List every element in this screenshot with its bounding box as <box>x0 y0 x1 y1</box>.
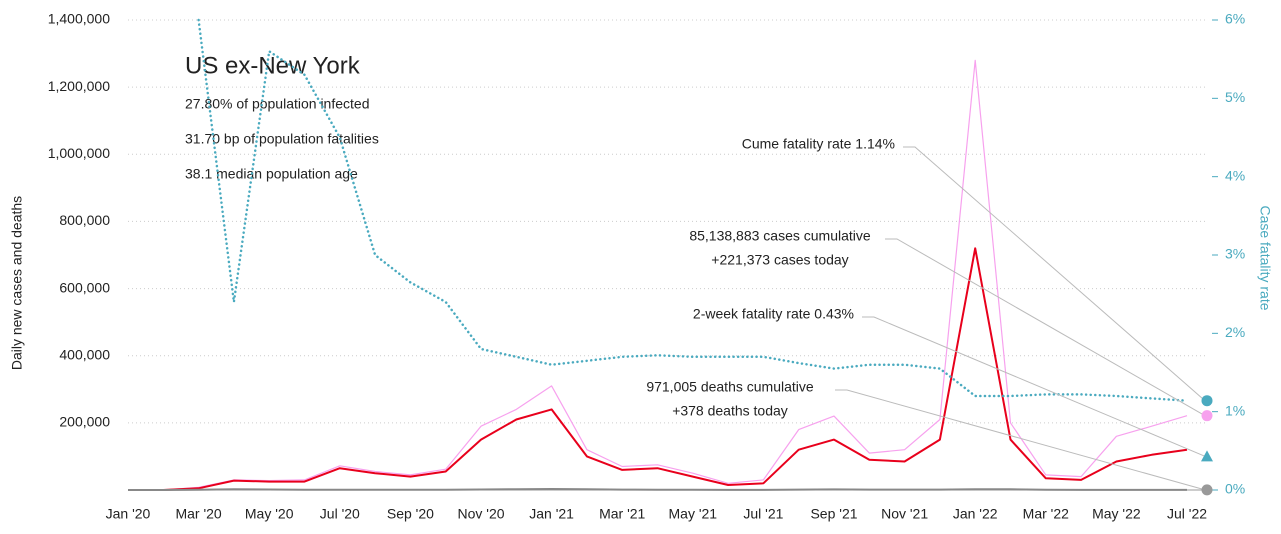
series-line <box>197 18 1189 402</box>
y-tick-label: 800,000 <box>59 212 110 228</box>
x-tick-label: Jan '20 <box>106 506 151 522</box>
x-tick-label: Jan '21 <box>529 506 574 522</box>
x-tick-label: Jan '22 <box>953 506 998 522</box>
y2-tick-label: 2% <box>1225 324 1245 340</box>
x-tick-label: May '22 <box>1092 506 1141 522</box>
end-marker <box>1201 395 1213 407</box>
leader-line <box>903 146 1206 402</box>
y2-axis-title: Case fatality rate <box>1257 205 1273 310</box>
annotation-text: +378 deaths today <box>672 403 788 419</box>
note: 31.70 bp of population fatalities <box>185 131 379 147</box>
y2-tick-label: 6% <box>1225 11 1245 27</box>
series-line <box>128 488 1187 491</box>
series-line <box>128 247 1188 491</box>
x-tick-label: Sep '21 <box>810 506 857 522</box>
x-tick-label: Mar '22 <box>1023 506 1069 522</box>
y-axis-title: Daily new cases and deaths <box>9 196 25 370</box>
annotation-text: 971,005 deaths cumulative <box>646 379 814 395</box>
leader-line <box>862 316 1206 457</box>
end-marker <box>1201 450 1213 462</box>
x-tick-label: Mar '21 <box>599 506 645 522</box>
x-tick-label: Mar '20 <box>175 506 221 522</box>
x-tick-label: Nov '20 <box>457 506 504 522</box>
x-tick-label: May '20 <box>245 506 294 522</box>
annotation-text: 85,138,883 cases cumulative <box>689 228 871 244</box>
x-tick-label: Sep '20 <box>387 506 434 522</box>
y2-tick-label: 4% <box>1225 167 1245 183</box>
y-tick-label: 200,000 <box>59 414 110 430</box>
x-tick-label: Jul '22 <box>1167 506 1207 522</box>
series-line <box>128 59 1188 491</box>
end-marker <box>1201 410 1213 422</box>
annotation-text: +221,373 cases today <box>711 252 848 268</box>
chart-title: US ex-New York <box>185 52 361 79</box>
note: 38.1 median population age <box>185 166 358 182</box>
y2-tick-label: 0% <box>1225 481 1245 497</box>
x-tick-label: Jul '20 <box>320 506 360 522</box>
leader-line <box>835 389 1206 491</box>
y-tick-label: 1,000,000 <box>48 145 110 161</box>
leader-line <box>885 238 1206 417</box>
annotation-text: 2-week fatality rate 0.43% <box>693 306 854 322</box>
note: 27.80% of population infected <box>185 96 369 112</box>
annotation-text: Cume fatality rate 1.14% <box>742 136 895 152</box>
x-tick-label: May '21 <box>669 506 718 522</box>
y2-tick-label: 1% <box>1225 402 1245 418</box>
y-tick-label: 1,200,000 <box>48 78 110 94</box>
y2-tick-label: 3% <box>1225 246 1245 262</box>
x-tick-label: Jul '21 <box>743 506 783 522</box>
y-tick-label: 1,400,000 <box>48 11 110 27</box>
x-tick-label: Nov '21 <box>881 506 928 522</box>
y-tick-label: 400,000 <box>59 346 110 362</box>
y-tick-label: 600,000 <box>59 279 110 295</box>
y2-tick-label: 5% <box>1225 89 1245 105</box>
end-marker <box>1201 484 1213 496</box>
